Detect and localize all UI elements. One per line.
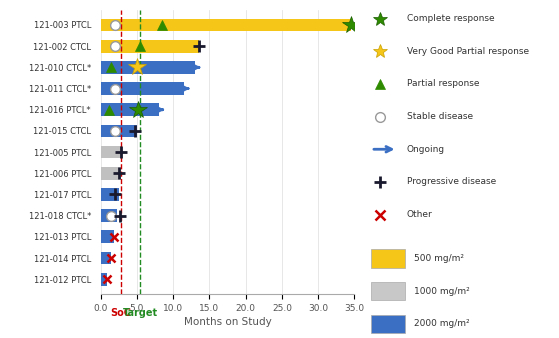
X-axis label: Months on Study: Months on Study xyxy=(183,317,271,327)
FancyBboxPatch shape xyxy=(371,249,405,268)
Text: Other: Other xyxy=(407,210,433,219)
Bar xyxy=(101,188,119,201)
Text: Stable disease: Stable disease xyxy=(407,112,473,121)
Text: Partial response: Partial response xyxy=(407,79,479,89)
Bar xyxy=(101,19,350,31)
Bar xyxy=(101,40,198,52)
Bar xyxy=(101,252,111,264)
Bar xyxy=(101,61,195,74)
Bar xyxy=(101,167,121,179)
Text: 1000 mg/m²: 1000 mg/m² xyxy=(414,287,470,296)
Text: Very Good Partial response: Very Good Partial response xyxy=(407,47,529,56)
Bar xyxy=(101,146,122,159)
Text: 2000 mg/m²: 2000 mg/m² xyxy=(414,319,470,329)
FancyBboxPatch shape xyxy=(371,282,405,300)
Bar xyxy=(101,82,184,95)
Text: 500 mg/m²: 500 mg/m² xyxy=(414,254,465,263)
Text: Complete response: Complete response xyxy=(407,14,494,23)
Bar xyxy=(101,209,117,222)
Bar xyxy=(101,273,107,286)
Text: SoC: SoC xyxy=(111,308,131,318)
Bar xyxy=(101,231,113,243)
Text: Target: Target xyxy=(123,308,158,318)
Bar xyxy=(101,103,159,116)
Text: Progressive disease: Progressive disease xyxy=(407,177,496,187)
FancyBboxPatch shape xyxy=(371,315,405,333)
Bar xyxy=(101,125,137,137)
Text: Ongoing: Ongoing xyxy=(407,145,445,154)
